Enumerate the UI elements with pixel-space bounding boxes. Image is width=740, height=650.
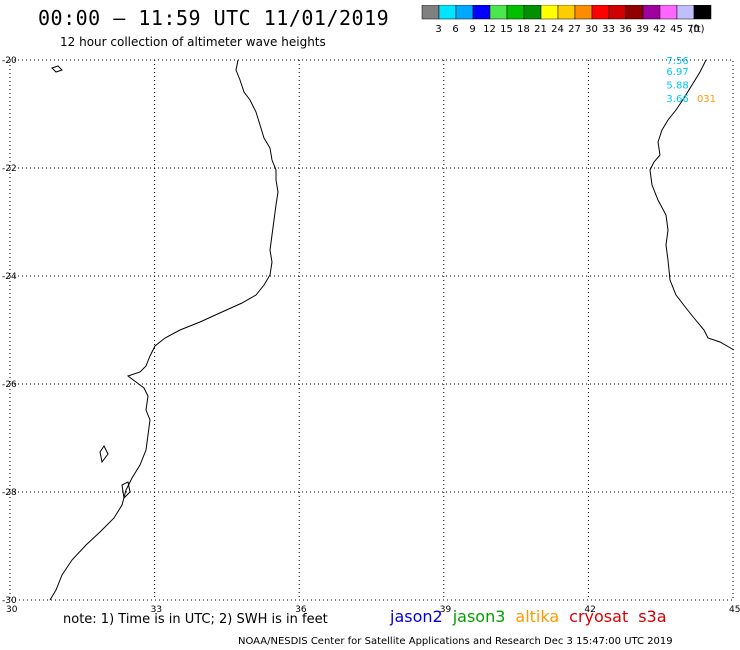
island-shape [51,65,63,73]
satellite-cryosat: cryosat [569,607,629,626]
x-tick-label: 45 [729,605,740,615]
observation-value: 6.97 [666,67,688,78]
legend-label: 70 [687,24,700,35]
wave-height-map: 30 33 36 39 42 45 -20 -22 -24 -26 -28 -30 7.566.97 5… [2,56,740,615]
axis-tick-labels: 30 33 36 39 42 45 -20 -22 -24 -26 -28 -30 [2,56,740,615]
legend-label: 33 [602,24,615,35]
observation-value: 7.56 [666,56,688,67]
footer-credit: NOAA/NESDIS Center for Satellite Applica… [238,636,673,647]
wave-height-legend: 3 6 9 12 15 18 21 24 27 30 33 36 39 42 45 70(ft) [421,5,712,35]
legend-label: 12 [483,24,496,35]
legend-label: 9 [469,24,475,35]
satellite-altika: altika [515,607,560,626]
legend-label: 36 [619,24,632,35]
map-frame [9,59,734,601]
footer-note: note: 1) Time is in UTC; 2) SWH is in fe… [63,612,328,627]
legend-label: 3 [435,24,441,35]
map-title: 00:00 – 11:59 UTC 11/01/2019 [38,6,390,30]
map-subtitle: 12 hour collection of altimeter wave hei… [60,35,326,49]
x-tick-label: 30 [6,605,18,615]
legend-label: 18 [517,24,530,35]
observation-value: 3.66 [666,94,688,105]
legend-label: 30 [585,24,598,35]
legend-label: 15 [500,24,513,35]
x-tick-label: 42 [584,605,595,615]
y-tick-label: -28 [2,488,17,498]
observation-value: 5.88 [666,80,688,91]
y-tick-label: -20 [2,56,17,66]
observation-labels: 7.566.97 5.88 3.66 031 [666,56,716,105]
lake-shape [99,445,109,464]
x-tick-label: 33 [151,605,162,615]
satellite-s3a: s3a [638,607,667,626]
y-tick-label: -24 [2,272,17,282]
africa-coastline [49,59,279,601]
legend-label: 24 [551,24,564,35]
grid-lines [10,60,733,600]
legend-label: 6 [452,24,458,35]
observation-value: 031 [697,94,716,105]
legend-label: 45 [670,24,683,35]
satellite-legend: jason2 jason3 altika cryosat s3a [390,607,677,626]
y-tick-label: -30 [2,596,17,606]
legend-units: (ft) [689,24,704,35]
legend-label: 42 [653,24,666,35]
y-tick-label: -22 [2,164,17,174]
x-tick-label: 36 [295,605,307,615]
y-tick-label: -26 [2,380,17,390]
satellite-jason3: jason3 [452,607,506,626]
legend-swatch [693,5,712,20]
x-tick-label: 39 [440,605,452,615]
legend-label: 27 [568,24,581,35]
legend-label: 21 [534,24,547,35]
satellite-jason2: jason2 [390,607,443,626]
legend-label: 39 [636,24,649,35]
madagascar-coastline [649,59,735,351]
